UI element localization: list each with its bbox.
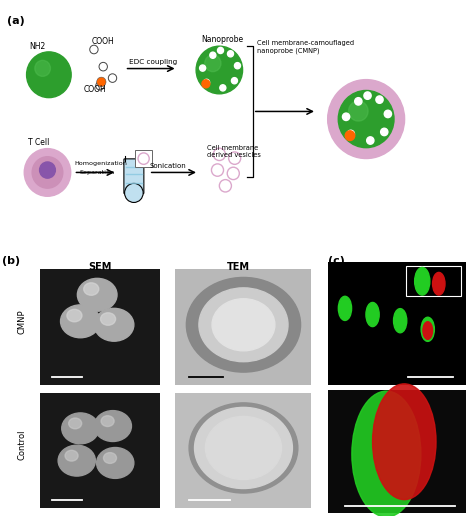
Circle shape: [338, 91, 394, 147]
Bar: [328, 390, 466, 513]
Circle shape: [58, 445, 95, 476]
Text: NH2: NH2: [29, 43, 45, 52]
Circle shape: [235, 63, 240, 69]
Circle shape: [338, 296, 352, 320]
Bar: [406, 266, 461, 296]
Text: (b): (b): [1, 256, 20, 266]
Text: Sonication: Sonication: [150, 163, 186, 169]
Circle shape: [94, 308, 134, 341]
Circle shape: [393, 308, 407, 333]
Circle shape: [421, 317, 434, 341]
Bar: [39, 269, 160, 384]
Circle shape: [345, 131, 355, 141]
Text: CMNP: CMNP: [18, 309, 27, 334]
Circle shape: [210, 52, 216, 58]
Circle shape: [24, 148, 71, 196]
Circle shape: [433, 272, 445, 295]
Text: Control: Control: [18, 430, 27, 460]
Text: Cell membrane
derived vesicles: Cell membrane derived vesicles: [207, 145, 261, 158]
Text: Cell membrane-camouflaged
nanoprobe (CMNP): Cell membrane-camouflaged nanoprobe (CMN…: [256, 40, 354, 54]
Circle shape: [32, 157, 63, 188]
Circle shape: [69, 418, 82, 429]
Circle shape: [381, 128, 388, 135]
Circle shape: [366, 303, 379, 327]
Circle shape: [352, 391, 421, 517]
Circle shape: [189, 403, 298, 493]
Circle shape: [231, 78, 237, 84]
Circle shape: [61, 305, 100, 338]
Bar: [328, 262, 466, 384]
Circle shape: [67, 309, 82, 322]
Circle shape: [194, 407, 292, 489]
Circle shape: [35, 60, 50, 77]
Text: SEM: SEM: [88, 262, 111, 271]
Circle shape: [376, 96, 383, 103]
Circle shape: [103, 453, 117, 463]
Circle shape: [125, 183, 143, 203]
Circle shape: [202, 80, 210, 88]
Circle shape: [355, 97, 362, 105]
Circle shape: [94, 411, 131, 441]
Text: TEM: TEM: [227, 262, 250, 271]
Circle shape: [373, 384, 436, 500]
Circle shape: [186, 278, 301, 372]
Circle shape: [364, 92, 371, 100]
Circle shape: [62, 413, 99, 444]
Circle shape: [220, 85, 226, 91]
Circle shape: [423, 322, 433, 339]
Circle shape: [100, 313, 116, 325]
Circle shape: [342, 113, 350, 120]
Bar: [39, 393, 160, 508]
Circle shape: [415, 267, 430, 295]
Circle shape: [97, 77, 106, 86]
Circle shape: [199, 288, 288, 362]
Text: Nanoprobe: Nanoprobe: [201, 35, 243, 44]
Circle shape: [196, 46, 243, 94]
Text: EDC coupling: EDC coupling: [129, 59, 177, 65]
Circle shape: [200, 65, 206, 71]
Circle shape: [40, 162, 55, 178]
FancyBboxPatch shape: [124, 159, 144, 194]
Text: Homogenization: Homogenization: [74, 161, 128, 166]
FancyBboxPatch shape: [135, 150, 152, 167]
Circle shape: [205, 55, 221, 72]
Bar: [175, 269, 311, 384]
Circle shape: [228, 51, 234, 57]
Circle shape: [218, 47, 224, 54]
Bar: [175, 393, 311, 508]
Circle shape: [27, 52, 71, 97]
Circle shape: [367, 137, 374, 144]
Circle shape: [101, 416, 114, 427]
Text: COOH: COOH: [84, 85, 107, 94]
Text: (c): (c): [328, 256, 345, 266]
Circle shape: [205, 416, 282, 479]
Circle shape: [348, 101, 368, 121]
Text: (a): (a): [7, 16, 25, 26]
Circle shape: [84, 283, 99, 295]
Text: COOH: COOH: [92, 37, 115, 46]
Circle shape: [203, 79, 210, 85]
Circle shape: [65, 450, 78, 461]
Text: Separation: Separation: [80, 170, 115, 175]
Circle shape: [328, 80, 405, 158]
Text: T Cell: T Cell: [28, 138, 49, 147]
Circle shape: [212, 299, 275, 351]
Circle shape: [384, 110, 392, 118]
Circle shape: [77, 278, 117, 311]
Circle shape: [97, 448, 134, 478]
Circle shape: [347, 130, 355, 138]
